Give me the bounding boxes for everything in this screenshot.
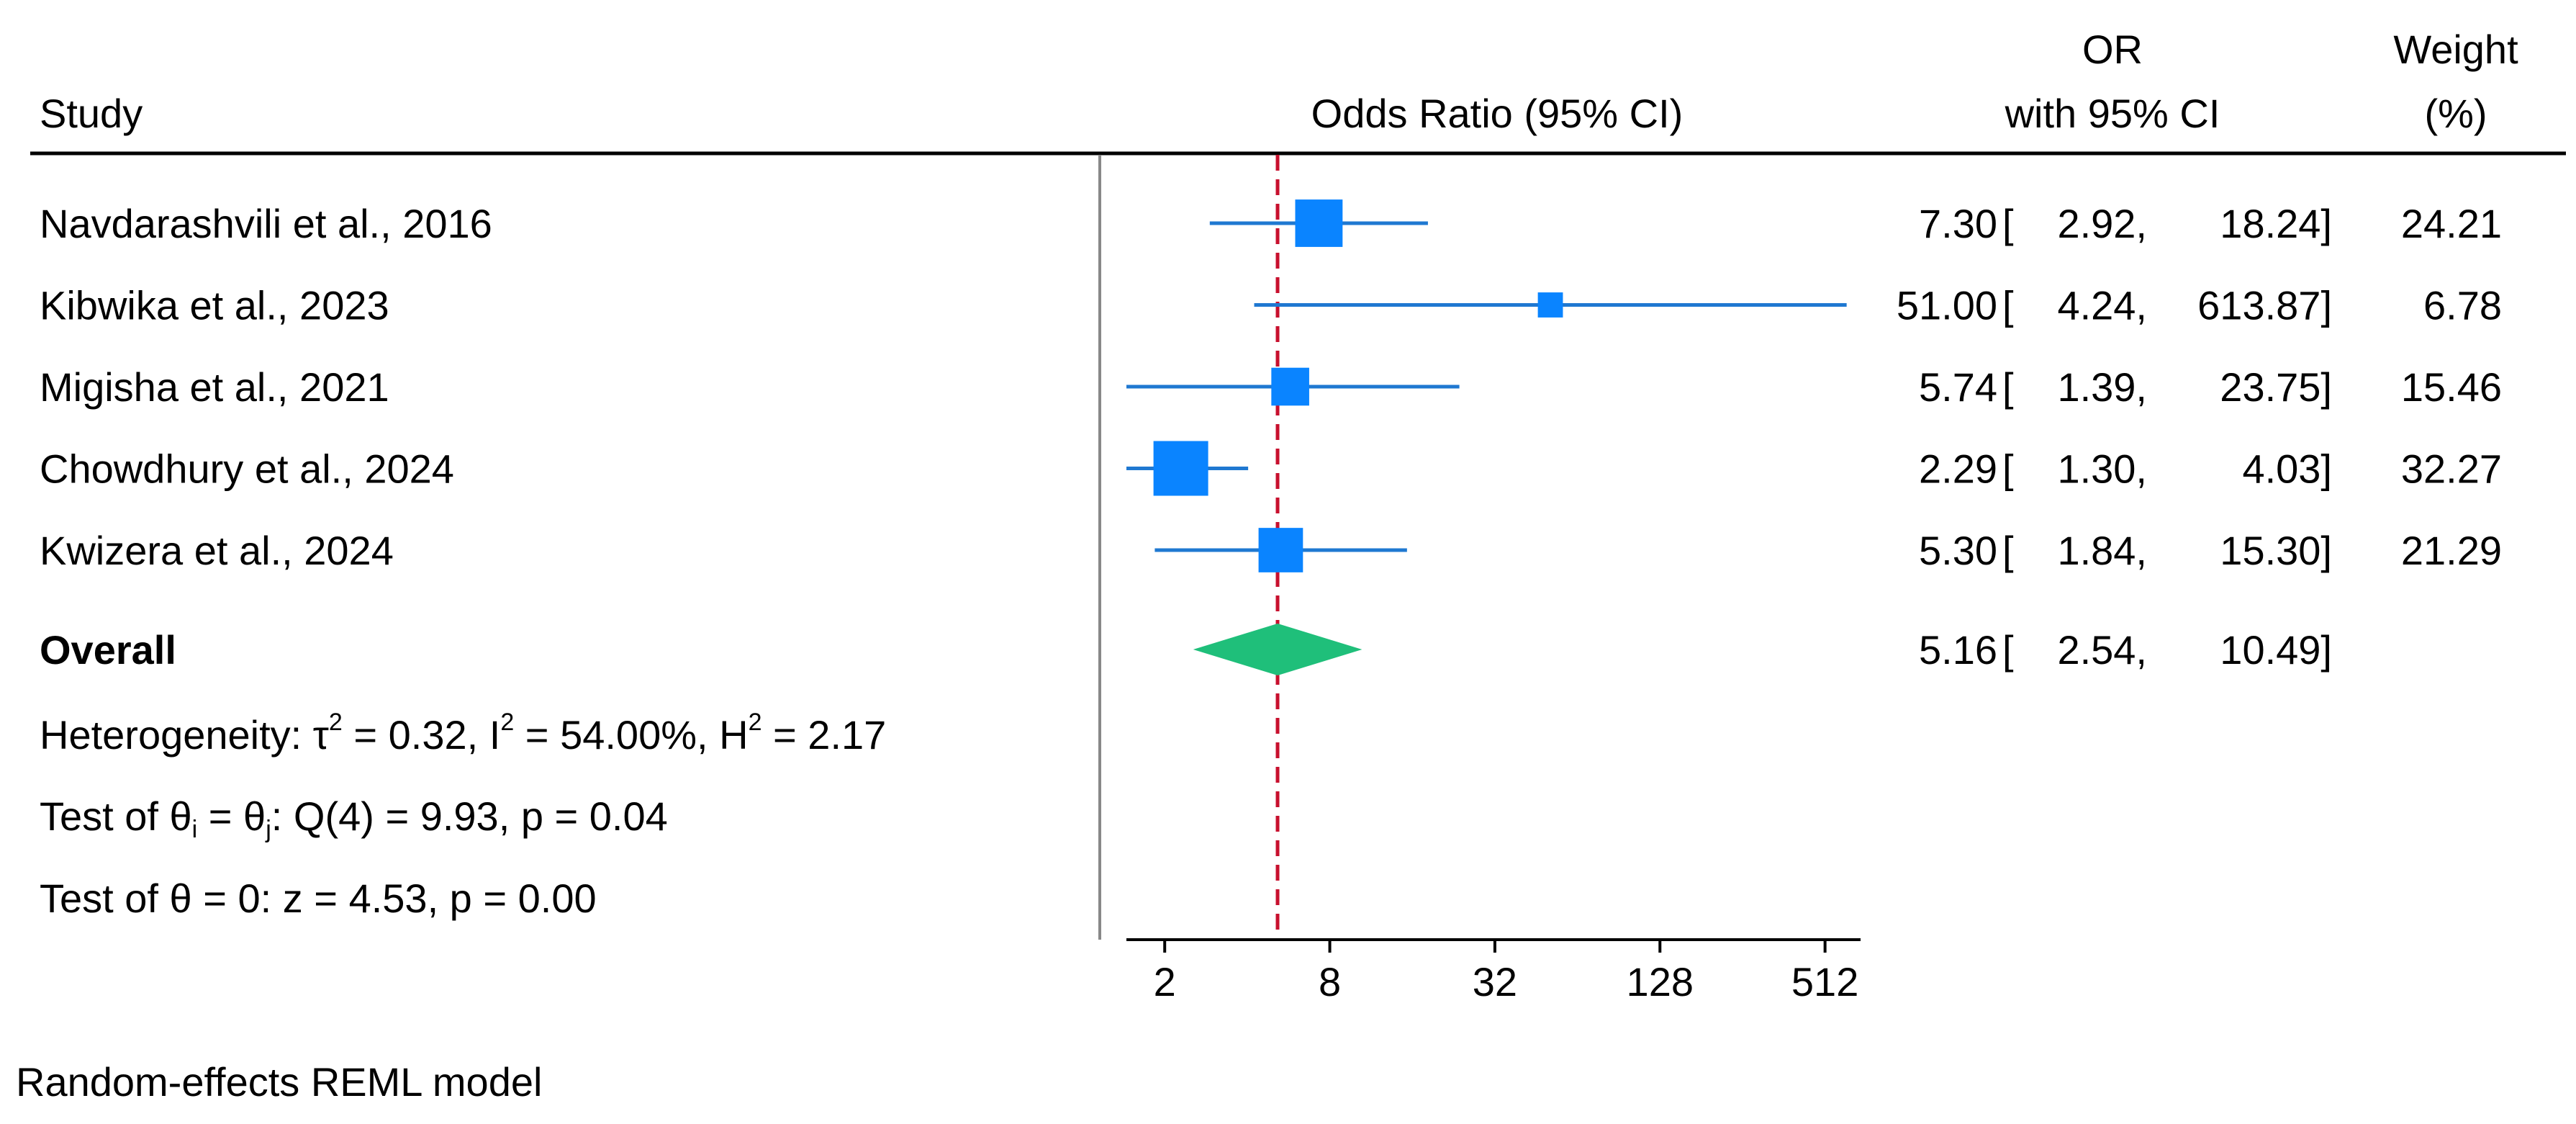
i2-superscript: 2 bbox=[500, 709, 514, 736]
study-weight-4: 21.29 bbox=[2401, 528, 2502, 573]
study-name-0: Navdarashvili et al., 2016 bbox=[40, 201, 492, 246]
study-upper-3: 4.03] bbox=[2242, 446, 2332, 492]
header-weight-line1: Weight bbox=[2393, 27, 2518, 72]
study-weight-0: 24.21 bbox=[2401, 201, 2502, 246]
study-marker-0 bbox=[1295, 199, 1343, 247]
test-ij-sub-i: i bbox=[192, 816, 198, 843]
x-tick-label-0: 2 bbox=[1154, 959, 1176, 1004]
x-tick-label-2: 32 bbox=[1473, 959, 1517, 1004]
plot-marks bbox=[1126, 155, 1847, 940]
study-upper-4: 15.30] bbox=[2220, 528, 2332, 573]
study-bracket-open-0: [ bbox=[2002, 201, 2014, 246]
model-footnote: Random-effects REML model bbox=[16, 1059, 542, 1105]
h2-superscript: 2 bbox=[749, 709, 762, 736]
study-bracket-open-1: [ bbox=[2002, 283, 2014, 328]
test-theta-ij: Test of θi = θj: Q(4) = 9.93, p = 0.04 bbox=[40, 793, 668, 843]
test-ij-sub-j: j bbox=[265, 816, 271, 843]
study-name-4: Kwizera et al., 2024 bbox=[40, 528, 394, 573]
header-or-line2: with 95% CI bbox=[2005, 91, 2220, 136]
study-lower-1: 4.24, bbox=[2057, 283, 2147, 328]
study-or-2: 5.74 bbox=[1919, 364, 1997, 410]
x-axis: 2 8 32 128 512 bbox=[1126, 938, 1861, 1004]
overall-bracket-open: [ bbox=[2002, 627, 2014, 673]
heterogeneity-prefix: Heterogeneity: τ bbox=[40, 712, 329, 757]
header-plot: Odds Ratio (95% CI) bbox=[1311, 91, 1684, 136]
x-tick-label-3: 128 bbox=[1627, 959, 1694, 1004]
overall-or: 5.16 bbox=[1919, 627, 1997, 673]
overall-lower: 2.54, bbox=[2057, 627, 2147, 673]
study-name-3: Chowdhury et al., 2024 bbox=[40, 446, 454, 492]
header-weight-line2: (%) bbox=[2424, 91, 2487, 136]
heterogeneity-h-value: = 2.17 bbox=[761, 712, 886, 757]
x-tick-label-1: 8 bbox=[1319, 959, 1341, 1004]
test-ij-part3: : Q(4) = 9.93, p = 0.04 bbox=[271, 793, 668, 839]
study-weight-1: 6.78 bbox=[2423, 283, 2502, 328]
study-weight-3: 32.27 bbox=[2401, 446, 2502, 492]
study-upper-0: 18.24] bbox=[2220, 201, 2332, 246]
test-ij-part1: Test of θ bbox=[40, 793, 192, 839]
study-lower-0: 2.92, bbox=[2057, 201, 2147, 246]
study-lower-2: 1.39, bbox=[2057, 364, 2147, 410]
study-or-0: 7.30 bbox=[1919, 201, 1997, 246]
heterogeneity-stats: Heterogeneity: τ2 = 0.32, I2 = 54.00%, H… bbox=[40, 709, 886, 757]
study-lower-3: 1.30, bbox=[2057, 446, 2147, 492]
study-or-3: 2.29 bbox=[1919, 446, 1997, 492]
study-or-1: 51.00 bbox=[1897, 283, 1997, 328]
study-marker-3 bbox=[1153, 441, 1208, 496]
tau2-superscript: 2 bbox=[329, 709, 343, 736]
study-rows: Navdarashvili et al., 2016 7.30[2.92, 18.2… bbox=[40, 201, 2502, 673]
header-study: Study bbox=[40, 91, 143, 136]
study-marker-4 bbox=[1258, 528, 1303, 572]
study-or-4: 5.30 bbox=[1919, 528, 1997, 573]
study-lower-4: 1.84, bbox=[2057, 528, 2147, 573]
test-theta-zero: Test of θ = 0: z = 4.53, p = 0.00 bbox=[40, 876, 597, 921]
study-upper-1: 613.87] bbox=[2197, 283, 2332, 328]
study-upper-2: 23.75] bbox=[2220, 364, 2332, 410]
test-ij-part2: = θ bbox=[197, 793, 266, 839]
header-or-line1: OR bbox=[2082, 27, 2143, 72]
study-marker-1 bbox=[1537, 292, 1563, 318]
study-bracket-open-2: [ bbox=[2002, 364, 2014, 410]
study-name-2: Migisha et al., 2021 bbox=[40, 364, 389, 410]
overall-upper: 10.49] bbox=[2220, 627, 2332, 673]
study-bracket-open-4: [ bbox=[2002, 528, 2014, 573]
study-marker-2 bbox=[1271, 367, 1309, 406]
study-weight-2: 15.46 bbox=[2401, 364, 2502, 410]
study-name-1: Kibwika et al., 2023 bbox=[40, 283, 389, 328]
overall-diamond bbox=[1193, 624, 1362, 675]
x-tick-label-4: 512 bbox=[1791, 959, 1858, 1004]
overall-label: Overall bbox=[40, 627, 176, 673]
heterogeneity-tau-value: = 0.32, I bbox=[343, 712, 501, 757]
study-bracket-open-3: [ bbox=[2002, 446, 2014, 492]
heterogeneity-i-value: = 54.00%, H bbox=[514, 712, 748, 757]
